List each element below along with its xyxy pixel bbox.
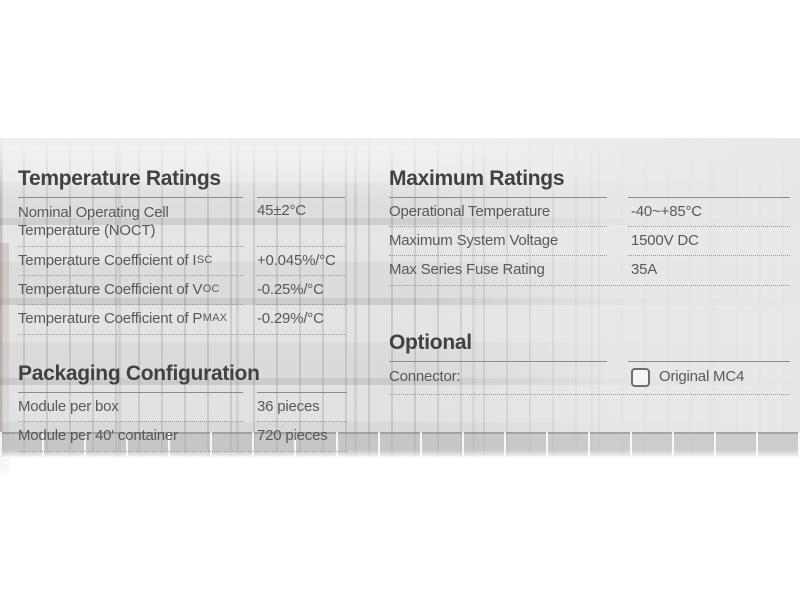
- spec-label: Nominal Operating Cell Temperature (NOCT…: [18, 198, 243, 247]
- spec-value: 35A: [631, 260, 658, 278]
- building-photo-background: [0, 138, 800, 473]
- spec-row: Temperature Coefficient of I SC +0.045%/°…: [18, 247, 345, 276]
- spec-row: Connector: Original MC4: [389, 362, 790, 395]
- mc4-checkbox-label: Original MC4: [659, 368, 745, 386]
- spec-value: 720 pieces: [257, 426, 328, 444]
- spec-label: Module per 40' container: [18, 426, 178, 444]
- spec-value: +0.045%/°C: [257, 247, 345, 276]
- spec-row: Maximum System Voltage 1500V DC: [389, 227, 790, 256]
- photo-bottom-fade: [0, 450, 800, 458]
- maximum-ratings-title: Maximum Ratings: [389, 167, 565, 190]
- connector-option: Original MC4: [628, 362, 790, 394]
- spec-label: Module per box: [18, 393, 243, 422]
- spec-label: Operational Temperature: [389, 198, 607, 227]
- header-rule: [18, 392, 347, 393]
- mc4-checkbox[interactable]: [631, 368, 650, 387]
- spec-row: Max Series Fuse Rating 35A: [389, 256, 790, 286]
- header-rule: [389, 361, 790, 362]
- packaging-configuration-title: Packaging Configuration: [18, 362, 260, 385]
- section-optional: Optional Connector: Original MC4: [389, 330, 790, 395]
- spec-value: -0.29%/°C: [257, 309, 324, 327]
- spec-label: Temperature Coefficient of P MAX: [18, 309, 228, 327]
- spec-label: Maximum System Voltage: [389, 227, 607, 256]
- connector-label: Connector:: [389, 368, 461, 386]
- spec-row: Operational Temperature -40~+85°C: [389, 198, 790, 227]
- spec-row: Temperature Coefficient of P MAX -0.29%/°…: [18, 305, 345, 335]
- section-temperature-ratings: Temperature Ratings Nominal Operating Ce…: [18, 166, 345, 335]
- spec-label: Temperature Coefficient of V OC: [18, 276, 243, 305]
- header-rule: [389, 197, 790, 198]
- spec-row: Temperature Coefficient of V OC -0.25%/°C: [18, 276, 345, 305]
- optional-title: Optional: [389, 331, 472, 354]
- spec-value: 45±2°C: [257, 198, 345, 247]
- photo-left-edge-tint: [0, 243, 9, 473]
- temperature-ratings-title: Temperature Ratings: [18, 167, 221, 190]
- spec-value: -40~+85°C: [628, 198, 790, 227]
- glass-facade-texture: [0, 138, 800, 458]
- spec-row: Module per box 36 pieces: [18, 393, 347, 422]
- section-packaging-configuration: Packaging Configuration Module per box 3…: [18, 361, 347, 452]
- spec-value: -0.25%/°C: [257, 276, 345, 305]
- spec-row: Module per 40' container 720 pieces: [18, 422, 347, 452]
- spec-label: Temperature Coefficient of I SC: [18, 247, 243, 276]
- header-rule: [18, 197, 345, 198]
- section-maximum-ratings: Maximum Ratings Operational Temperature …: [389, 166, 790, 286]
- spec-value: 1500V DC: [628, 227, 790, 256]
- spec-row: Nominal Operating Cell Temperature (NOCT…: [18, 198, 345, 247]
- spec-label: Max Series Fuse Rating: [389, 260, 545, 278]
- spec-value: 36 pieces: [257, 393, 347, 422]
